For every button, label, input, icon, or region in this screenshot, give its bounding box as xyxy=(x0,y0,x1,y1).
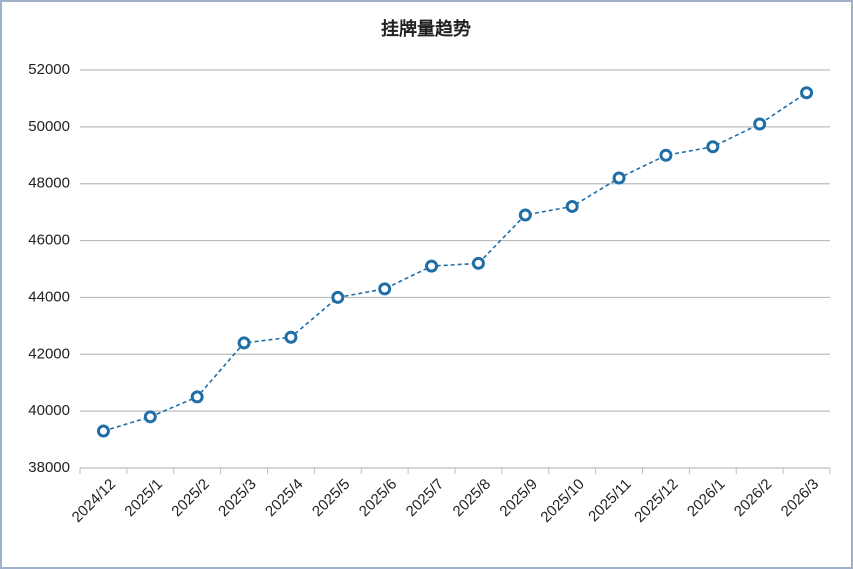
y-tick-label: 52000 xyxy=(28,61,70,78)
data-point xyxy=(800,86,814,100)
data-point xyxy=(96,424,110,438)
data-point xyxy=(425,259,439,273)
data-point xyxy=(284,330,298,344)
y-tick-label: 44000 xyxy=(28,288,70,305)
data-point xyxy=(518,208,532,222)
data-point xyxy=(190,390,204,404)
y-tick-label: 38000 xyxy=(28,459,70,476)
data-point xyxy=(612,171,626,185)
y-tick-label: 46000 xyxy=(28,232,70,249)
data-point xyxy=(706,140,720,154)
data-point xyxy=(237,336,251,350)
data-point xyxy=(471,256,485,270)
data-line xyxy=(103,92,808,432)
data-point xyxy=(753,117,767,131)
chart-title: 挂牌量趋势 xyxy=(381,18,471,39)
data-point xyxy=(331,290,345,304)
y-tick-label: 48000 xyxy=(28,175,70,192)
y-tick-label: 40000 xyxy=(28,402,70,419)
y-tick-label: 50000 xyxy=(28,118,70,135)
data-point xyxy=(565,199,579,213)
y-tick-label: 42000 xyxy=(28,345,70,362)
data-point xyxy=(143,410,157,424)
data-point xyxy=(659,148,673,162)
data-point xyxy=(378,282,392,296)
